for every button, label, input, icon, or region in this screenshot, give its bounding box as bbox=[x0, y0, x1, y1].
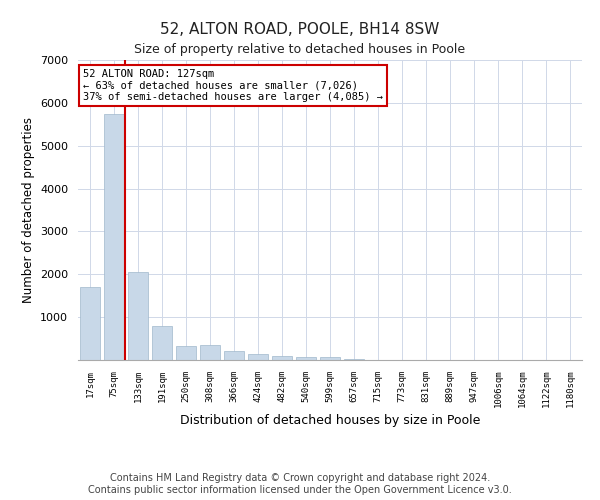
Bar bbox=[176, 346, 196, 360]
Bar bbox=[344, 358, 364, 360]
X-axis label: Distribution of detached houses by size in Poole: Distribution of detached houses by size … bbox=[180, 414, 480, 428]
Bar bbox=[80, 287, 100, 360]
Bar bbox=[272, 356, 292, 360]
Bar bbox=[248, 354, 268, 360]
Bar bbox=[200, 345, 220, 360]
Y-axis label: Number of detached properties: Number of detached properties bbox=[22, 117, 35, 303]
Bar bbox=[296, 356, 316, 360]
Text: Contains HM Land Registry data © Crown copyright and database right 2024.
Contai: Contains HM Land Registry data © Crown c… bbox=[88, 474, 512, 495]
Text: Size of property relative to detached houses in Poole: Size of property relative to detached ho… bbox=[134, 42, 466, 56]
Bar bbox=[224, 352, 244, 360]
Bar bbox=[152, 326, 172, 360]
Text: 52, ALTON ROAD, POOLE, BH14 8SW: 52, ALTON ROAD, POOLE, BH14 8SW bbox=[160, 22, 440, 38]
Bar bbox=[128, 272, 148, 360]
Bar bbox=[104, 114, 124, 360]
Text: 52 ALTON ROAD: 127sqm
← 63% of detached houses are smaller (7,026)
37% of semi-d: 52 ALTON ROAD: 127sqm ← 63% of detached … bbox=[83, 69, 383, 102]
Bar bbox=[320, 358, 340, 360]
